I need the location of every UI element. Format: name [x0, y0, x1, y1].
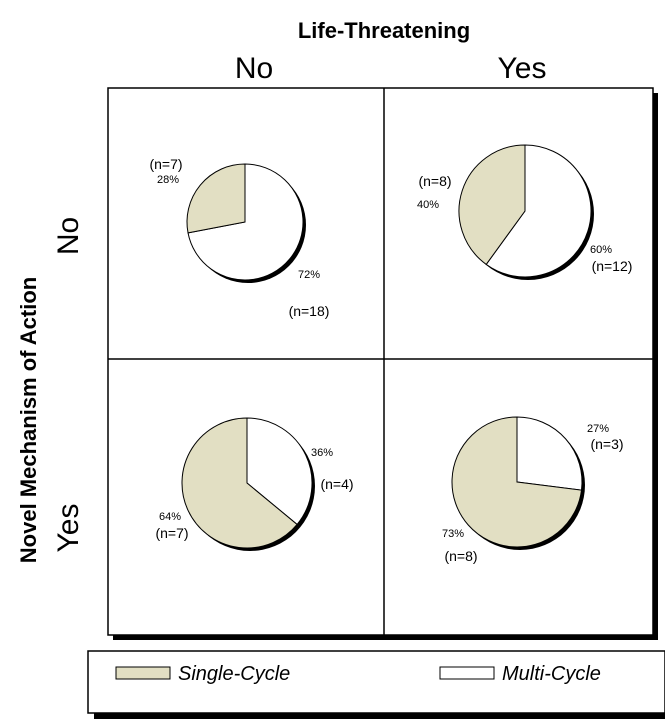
panel-no-no-multi-n: (n=18): [289, 303, 330, 319]
panel-yes-yes-multi-pct: 27%: [587, 423, 609, 435]
panel-no-yes-single-n: (n=8): [418, 173, 451, 189]
row-label-no: No: [52, 217, 85, 255]
panel-yes-no-single-n: (n=7): [155, 525, 188, 541]
column-label-yes: Yes: [498, 52, 547, 85]
pie-slice-single-yes-no: [181, 417, 298, 549]
panel-no-no-single-pct: 28%: [157, 174, 179, 186]
panel-yes-no-single-pct: 64%: [159, 511, 181, 523]
pie-slice-multi-no-yes: [485, 144, 592, 278]
legend-label-single: Single-Cycle: [178, 663, 290, 685]
legend-swatch-multi: [439, 666, 495, 680]
panel-no-yes-multi-n: (n=12): [592, 258, 633, 274]
pie-slice-multi-yes-no: [246, 417, 313, 526]
pie-slice-single-no-no: [186, 163, 246, 234]
legend-box: [87, 650, 665, 714]
legend-label-multi: Multi-Cycle: [502, 663, 601, 685]
panel-yes-no-multi-pct: 36%: [311, 447, 333, 459]
chart-title: Life-Threatening: [298, 18, 470, 43]
row-label-yes: Yes: [52, 504, 85, 553]
panel-no-yes-single-pct: 40%: [417, 199, 439, 211]
panel-yes-yes-multi-n: (n=3): [590, 436, 623, 452]
pie-slice-single-no-yes: [458, 144, 526, 266]
panel-yes-yes-single-n: (n=8): [444, 548, 477, 564]
pie-slice-multi-yes-yes: [516, 416, 583, 491]
pie-group: [181, 144, 594, 551]
panel-no-no-multi-pct: 72%: [298, 269, 320, 281]
panel-no-no-single-n: (n=7): [149, 156, 182, 172]
panel-yes-yes-single-pct: 73%: [442, 528, 464, 540]
pie-slice-single-yes-yes: [451, 416, 583, 548]
legend-swatch-single: [115, 666, 171, 680]
panel-yes-no-multi-n: (n=4): [320, 476, 353, 492]
column-label-no: No: [235, 52, 273, 85]
panel-no-yes-multi-pct: 60%: [590, 244, 612, 256]
row-title: Novel Mechanism of Action: [16, 277, 41, 563]
